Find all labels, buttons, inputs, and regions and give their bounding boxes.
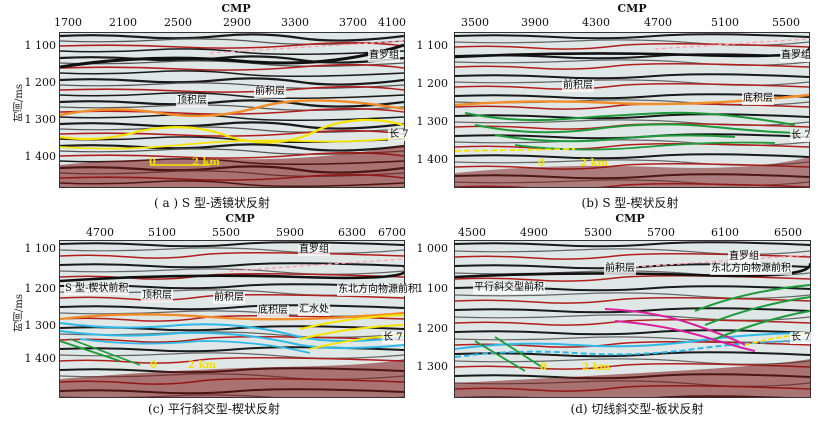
x-tick: 4500 bbox=[458, 226, 486, 239]
x-tick: 3700 bbox=[339, 16, 367, 29]
panel-caption: (b) S 型-楔状反射 bbox=[581, 196, 679, 210]
seismic-image-a bbox=[60, 33, 404, 187]
x-tick: 3500 bbox=[461, 16, 489, 29]
x-tick: 6300 bbox=[338, 226, 366, 239]
chang7-label: 长 7 bbox=[790, 332, 812, 344]
y-tick: 1 200 bbox=[416, 322, 449, 335]
x-tick: 5500 bbox=[212, 226, 240, 239]
scale-zero: 0 bbox=[150, 360, 157, 371]
y-tick: 1 400 bbox=[24, 352, 57, 365]
parallel-oblique-label: 平行斜交型前积 bbox=[473, 282, 545, 294]
cmp-axis-title: CMP bbox=[615, 212, 645, 225]
panel-c: CMP 4700 5100 5500 5900 6300 6700 时间/ms … bbox=[2, 212, 419, 422]
x-tick: 3300 bbox=[281, 16, 309, 29]
zhiluo-label: 直罗组 bbox=[728, 251, 760, 263]
seismic-image-b bbox=[455, 33, 809, 187]
chang7-label: 长 7 bbox=[388, 129, 410, 141]
zhiluo-label: 直罗组 bbox=[780, 50, 812, 62]
scale-zero: 0 bbox=[149, 157, 156, 168]
topset-label: 顶积层 bbox=[176, 95, 208, 107]
y-tick: 1 200 bbox=[24, 282, 57, 295]
scale-km: 2 km bbox=[582, 362, 610, 373]
x-tick: 6500 bbox=[774, 226, 802, 239]
y-tick: 1 100 bbox=[24, 242, 57, 255]
x-tick: 4900 bbox=[520, 226, 548, 239]
scale-zero: 0 bbox=[538, 158, 545, 169]
foreset-label: 前积层 bbox=[604, 263, 636, 275]
ne-source-label: 东北方向物源前积 bbox=[337, 284, 419, 296]
x-tick: 4100 bbox=[378, 16, 406, 29]
x-tick: 2900 bbox=[223, 16, 251, 29]
y-tick: 1 400 bbox=[24, 150, 57, 163]
panel-a: CMP 1700 2100 2500 2900 3300 3700 4100 时… bbox=[2, 2, 410, 212]
scale-km: 2 km bbox=[188, 360, 216, 371]
y-tick: 1 100 bbox=[24, 39, 57, 52]
x-tick: 5300 bbox=[584, 226, 612, 239]
y-tick: 1 300 bbox=[416, 115, 449, 128]
foreset-label: 前积层 bbox=[213, 292, 245, 304]
x-tick: 4700 bbox=[86, 226, 114, 239]
ne-source-label: 东北方向物源前积 bbox=[710, 263, 792, 275]
x-tick: 4700 bbox=[644, 16, 672, 29]
x-tick: 5100 bbox=[711, 16, 739, 29]
x-tick: 6100 bbox=[711, 226, 739, 239]
y-tick: 1 300 bbox=[24, 113, 57, 126]
zhiluo-label: 直罗组 bbox=[298, 244, 330, 256]
cmp-axis-title: CMP bbox=[225, 212, 255, 225]
y-tick: 1 000 bbox=[416, 242, 449, 255]
cmp-axis-title: CMP bbox=[221, 2, 251, 15]
panel-caption: (c) 平行斜交型-楔状反射 bbox=[148, 402, 280, 416]
panel-caption: (d) 切线斜交型-板状反射 bbox=[570, 402, 704, 416]
seismic-section-c bbox=[59, 240, 405, 398]
scale-km: 2 km bbox=[580, 158, 608, 169]
foreset-label: 前积层 bbox=[562, 80, 594, 92]
y-tick: 1 200 bbox=[24, 76, 57, 89]
x-tick: 5700 bbox=[647, 226, 675, 239]
y-tick: 1 300 bbox=[24, 319, 57, 332]
s-wedge-foreset-label: S 型-楔状前积 bbox=[64, 283, 130, 295]
x-tick: 5100 bbox=[148, 226, 176, 239]
x-tick: 5500 bbox=[772, 16, 800, 29]
y-tick: 1 100 bbox=[416, 39, 449, 52]
scale-km: 2 km bbox=[192, 157, 220, 168]
x-tick: 2100 bbox=[109, 16, 137, 29]
x-tick: 4300 bbox=[582, 16, 610, 29]
scale-zero: 0 bbox=[540, 362, 547, 373]
x-tick: 3900 bbox=[521, 16, 549, 29]
panel-d: CMP 4500 4900 5300 5700 6100 6500 1 000 … bbox=[412, 212, 812, 422]
x-tick: 2500 bbox=[164, 16, 192, 29]
chang7-label: 长 7 bbox=[382, 332, 404, 344]
bottomset-label: 底积层 bbox=[742, 93, 774, 105]
x-tick: 6700 bbox=[378, 226, 406, 239]
y-tick: 1 400 bbox=[416, 153, 449, 166]
confluence-label: 汇水处 bbox=[298, 304, 330, 316]
seismic-section-a bbox=[59, 32, 405, 188]
y-tick: 1 300 bbox=[416, 360, 449, 373]
x-tick: 1700 bbox=[54, 16, 82, 29]
cmp-axis-title: CMP bbox=[617, 2, 647, 15]
y-tick: 1 100 bbox=[416, 282, 449, 295]
panel-b: CMP 3500 3900 4300 4700 5100 5500 1 100 … bbox=[412, 2, 812, 212]
x-tick: 5900 bbox=[276, 226, 304, 239]
y-tick: 1 200 bbox=[416, 77, 449, 90]
seismic-image-c bbox=[60, 241, 404, 397]
seismic-section-b bbox=[454, 32, 810, 188]
panel-caption: ( a ) S 型-透镜状反射 bbox=[153, 196, 271, 210]
chang7-label: 长 7 bbox=[790, 130, 812, 142]
bottomset-label: 底积层 bbox=[257, 305, 289, 317]
topset-label: 顶积层 bbox=[141, 290, 173, 302]
zhiluo-label: 直罗组 bbox=[368, 50, 400, 62]
foreset-label: 前积层 bbox=[254, 86, 286, 98]
